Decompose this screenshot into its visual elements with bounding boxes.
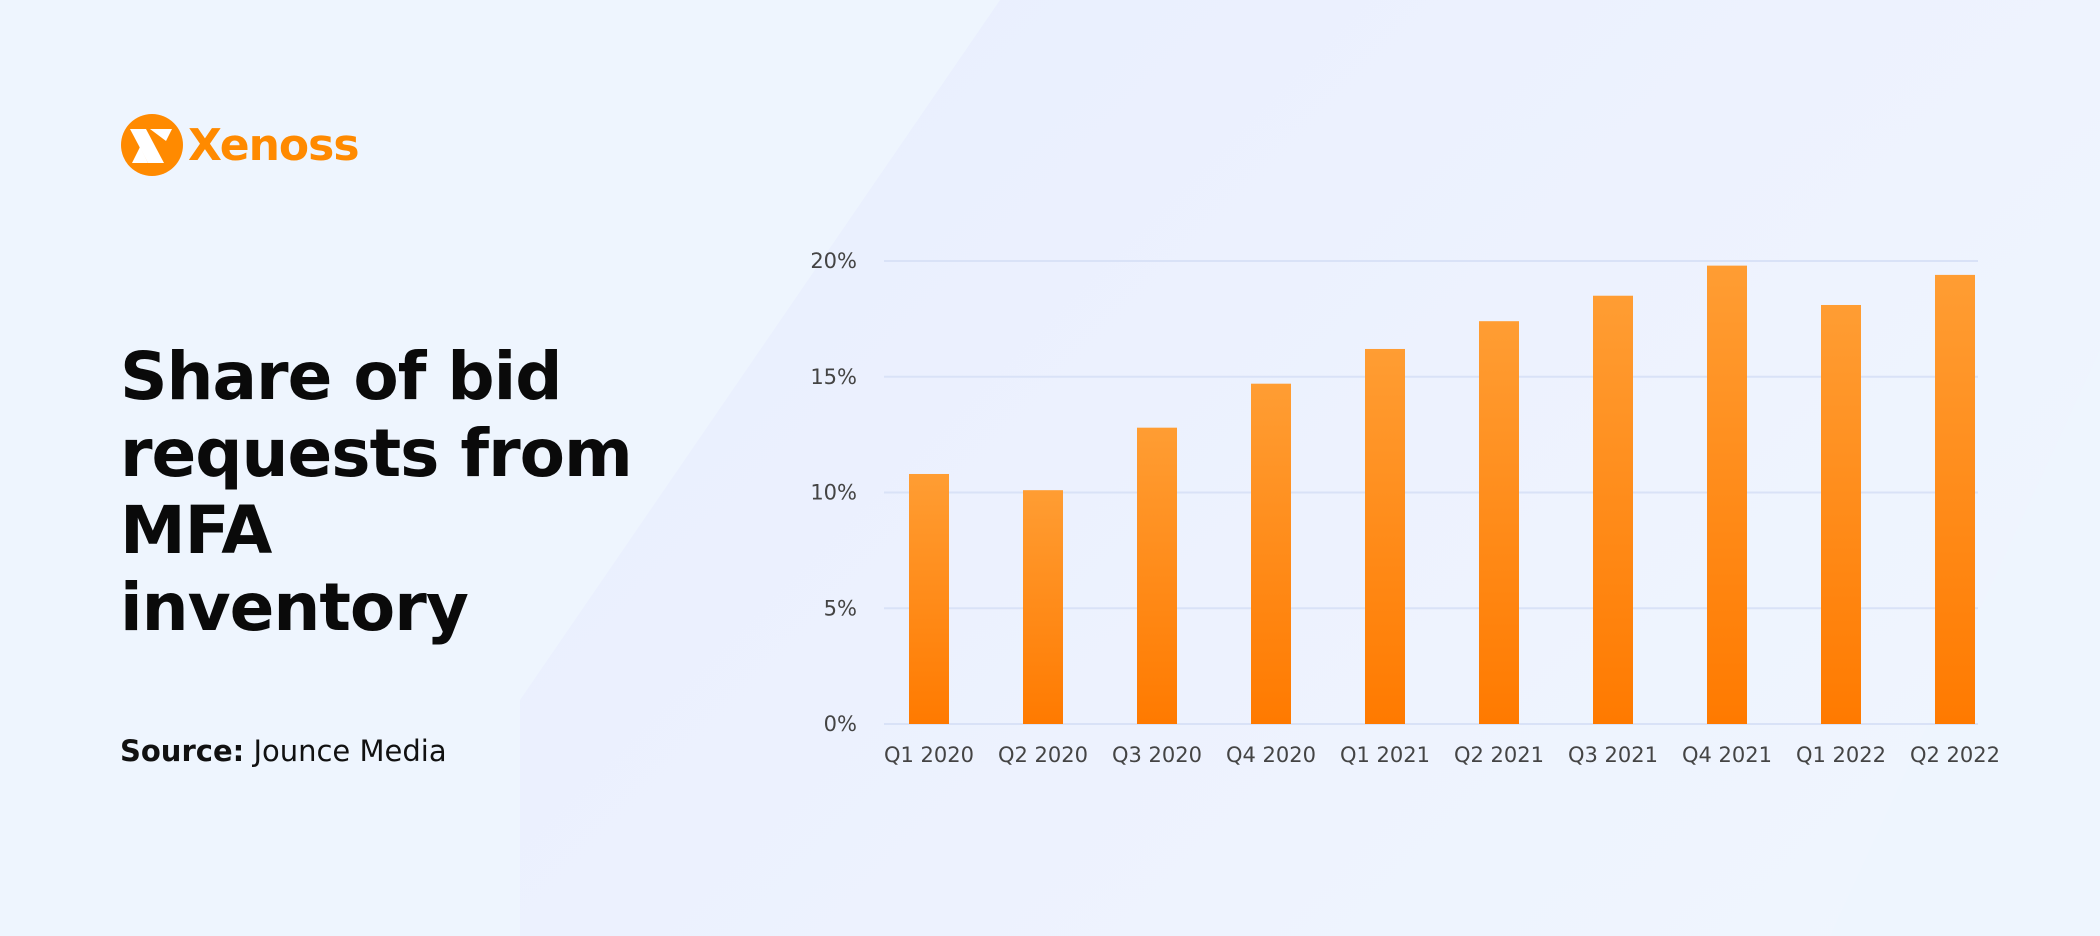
bar-q2-2020 [1023, 490, 1063, 724]
bar-q2-2022 [1935, 274, 1975, 724]
brand-name: Xenoss [188, 119, 360, 171]
bar-q2-2021 [1479, 321, 1519, 724]
y-tick-label: 10% [810, 481, 857, 505]
x-tick-label: Q1 2020 [884, 743, 974, 767]
source-note: Source: Jounce Media [120, 734, 447, 768]
brand-logo: Xenoss [120, 113, 360, 177]
bar-q4-2020 [1251, 383, 1291, 724]
x-tick-label: Q1 2022 [1796, 743, 1886, 767]
source-label: Source: [120, 734, 245, 768]
source-value: Jounce Media [253, 734, 447, 768]
bar-q4-2021 [1707, 265, 1747, 724]
x-tick-label: Q4 2020 [1226, 743, 1316, 767]
y-tick-label: 20% [810, 249, 857, 273]
page-title: Share of bid requests from MFA inventory [120, 338, 633, 646]
x-tick-label: Q3 2021 [1568, 743, 1658, 767]
bar-q3-2021 [1593, 295, 1633, 724]
xenoss-logo-icon [121, 114, 183, 176]
bar-q3-2020 [1137, 427, 1177, 724]
x-tick-label: Q1 2021 [1340, 743, 1430, 767]
bar-q1-2021 [1365, 348, 1405, 724]
x-tick-label: Q2 2021 [1454, 743, 1544, 767]
x-tick-label: Q2 2022 [1910, 743, 2000, 767]
bar-q1-2020 [909, 473, 949, 724]
x-tick-label: Q2 2020 [998, 743, 1088, 767]
y-tick-label: 5% [824, 596, 857, 620]
y-tick-label: 15% [810, 365, 857, 389]
x-tick-label: Q4 2021 [1682, 743, 1772, 767]
x-tick-label: Q3 2020 [1112, 743, 1202, 767]
bar-q1-2022 [1821, 304, 1861, 724]
y-tick-label: 0% [824, 712, 857, 736]
